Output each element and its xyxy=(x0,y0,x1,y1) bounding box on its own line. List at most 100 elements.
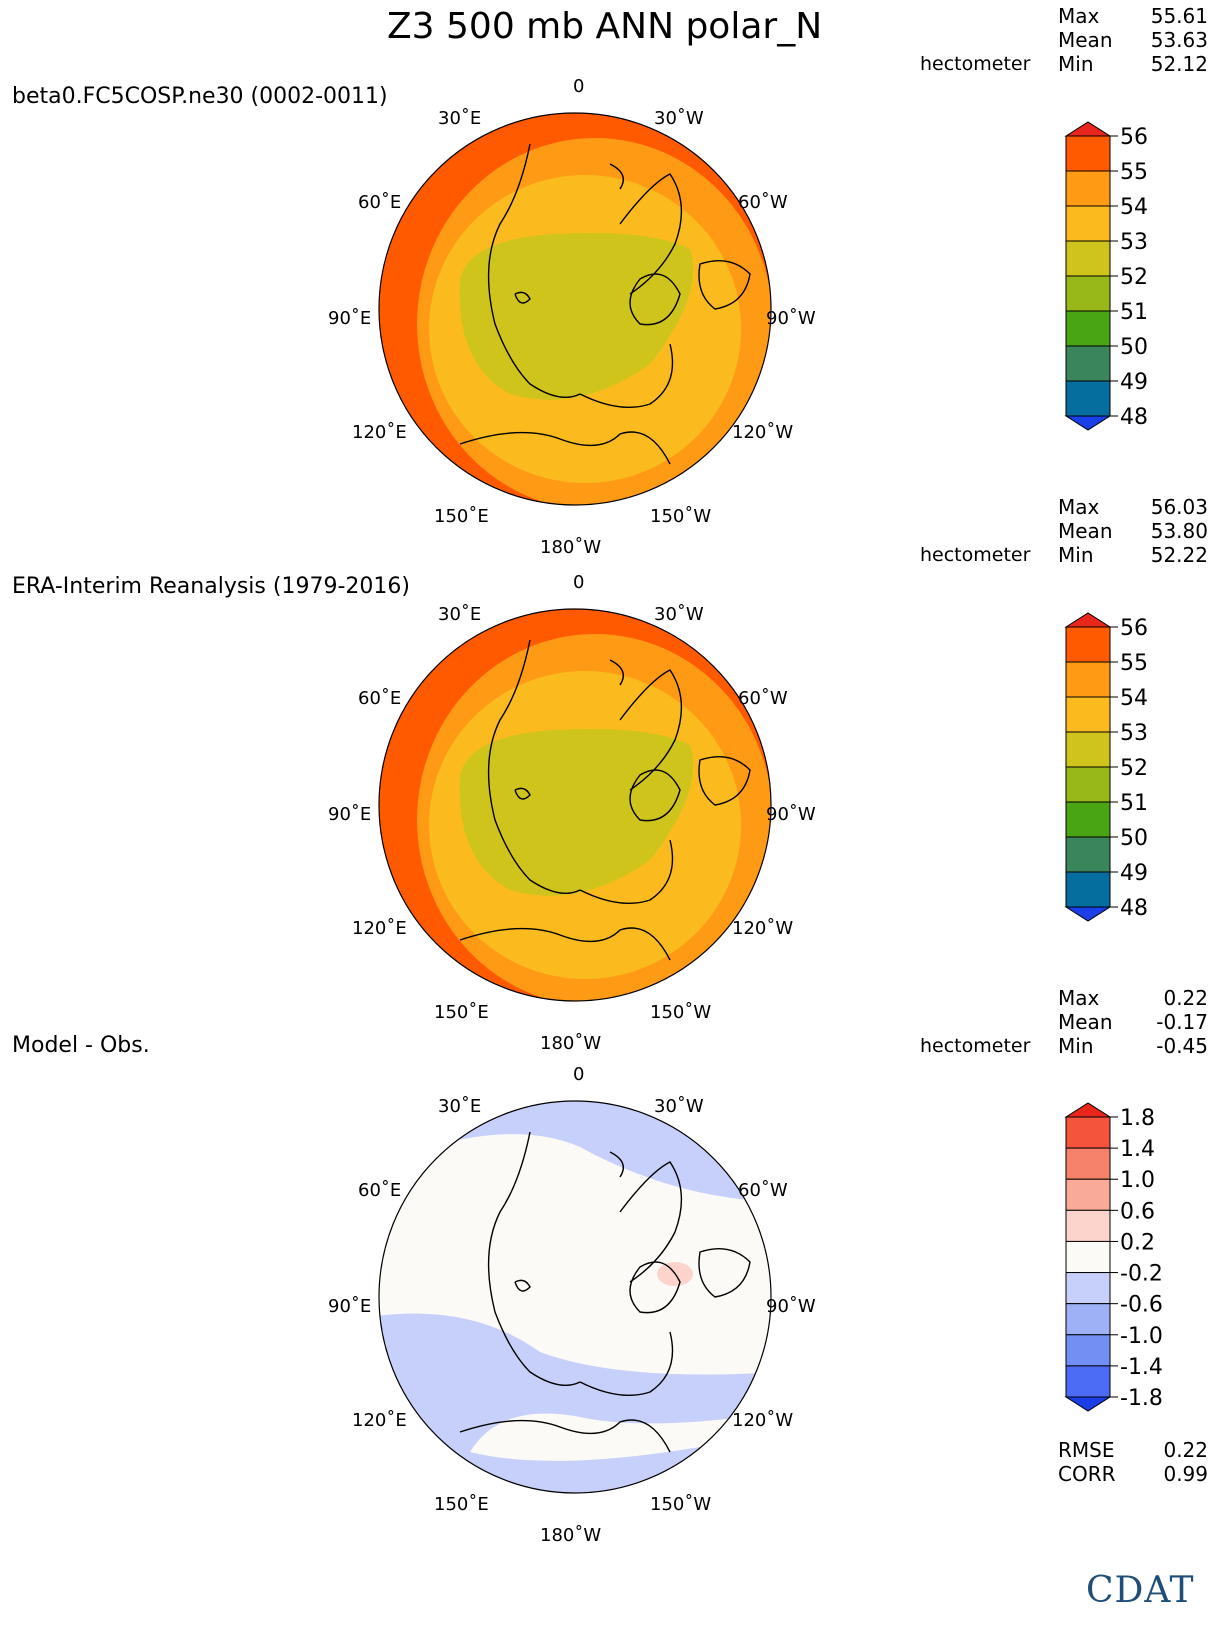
coastline xyxy=(619,669,683,791)
lon-label-l: 90˚E xyxy=(328,308,371,329)
stat-mean-diff: -0.17 xyxy=(1156,1010,1208,1034)
colorbar-level-label: 48 xyxy=(1120,405,1148,430)
colorbar-level-label: -1.8 xyxy=(1120,1386,1163,1411)
coastline xyxy=(514,1279,531,1292)
colorbar-segment xyxy=(1065,1147,1111,1180)
lon-label-bl: 150˚E xyxy=(434,506,489,527)
colorbar-test: 56 55 54 53 52 51 50 49 48 xyxy=(1060,118,1200,458)
lon-label-top_right: 30˚W xyxy=(654,108,704,129)
coastline xyxy=(609,659,624,686)
lon-label-ul: 60˚E xyxy=(358,192,401,213)
stat-max-key: Max xyxy=(1058,4,1100,28)
colorbar-segment xyxy=(1065,696,1111,733)
coastline xyxy=(609,1151,624,1178)
colorbar-segment xyxy=(1065,205,1111,242)
colorbar-segment xyxy=(1065,310,1111,347)
colorbar-level-label: 56 xyxy=(1120,125,1148,150)
colorbar-level-label: 52 xyxy=(1120,756,1148,781)
colorbar-level-label: 54 xyxy=(1120,686,1148,711)
stat-max-ref: 56.03 xyxy=(1150,495,1208,519)
lon-label-top_right: 30˚W xyxy=(654,604,704,625)
coastline xyxy=(698,756,751,806)
lon-label-bottom: 180˚W xyxy=(540,537,601,558)
colorbar-level-label: 53 xyxy=(1120,721,1148,746)
lon-label-r: 90˚W xyxy=(766,1296,816,1317)
colorbar-level-label: -1.0 xyxy=(1120,1324,1163,1349)
coastline xyxy=(629,273,681,326)
coastline xyxy=(579,343,674,409)
lon-label-ll: 120˚E xyxy=(352,918,407,939)
stat-mean-key: Mean xyxy=(1058,1010,1113,1034)
colorbar-arrow-top xyxy=(1064,612,1112,628)
coastline xyxy=(487,639,581,894)
colorbar-segment xyxy=(1065,1178,1111,1211)
colorbar-segment xyxy=(1065,1240,1111,1274)
colorbar-level-label: 1.8 xyxy=(1120,1106,1155,1131)
colorbar-segment xyxy=(1065,766,1111,803)
coastline xyxy=(629,769,681,822)
lon-label-top_right: 30˚W xyxy=(654,1096,704,1117)
colorbar-segment xyxy=(1065,1303,1111,1336)
colorbar-segment xyxy=(1065,1209,1111,1242)
lon-label-lr: 120˚W xyxy=(732,1410,793,1431)
colorbar-level-label: 50 xyxy=(1120,335,1148,360)
stat-max-key: Max xyxy=(1058,986,1100,1010)
unit-label-diff: hectometer xyxy=(920,1035,1031,1057)
colorbar-diff: 1.8 1.4 1.0 0.6 0.2 -0.2 -0.6 -1.0 -1.4 -1.8 xyxy=(1060,1099,1200,1439)
negative-anomaly-region xyxy=(379,1313,771,1493)
colorbar-level-label: -1.4 xyxy=(1120,1355,1163,1380)
figure-title: Z3 500 mb ANN polar_N xyxy=(387,6,823,47)
colorbar-segment xyxy=(1065,240,1111,277)
coastline xyxy=(459,431,671,465)
lon-label-l: 90˚E xyxy=(328,804,371,825)
lon-label-ur: 60˚W xyxy=(738,688,788,709)
coastline xyxy=(459,927,671,961)
colorbar-segment xyxy=(1065,731,1111,768)
lon-label-ll: 120˚E xyxy=(352,422,407,443)
corr-key: CORR xyxy=(1058,1462,1116,1486)
stat-min-ref: 52.22 xyxy=(1150,543,1208,567)
coastline xyxy=(487,1131,581,1386)
colorbar-arrow-bottom xyxy=(1064,906,1112,922)
colorbar-level-label: 0.6 xyxy=(1120,1199,1155,1224)
coastline xyxy=(698,1248,751,1298)
stat-min-key: Min xyxy=(1058,52,1094,76)
colorbar-segment xyxy=(1065,661,1111,698)
lon-label-br: 150˚W xyxy=(650,1494,711,1515)
colorbar-ref: 56 55 54 53 52 51 50 49 48 xyxy=(1060,609,1200,949)
lon-label-lr: 120˚W xyxy=(732,422,793,443)
lon-label-ur: 60˚W xyxy=(738,1180,788,1201)
coastline xyxy=(514,787,531,800)
coastline xyxy=(487,143,581,398)
colorbar-level-label: -0.2 xyxy=(1120,1262,1163,1287)
stat-max-test: 55.61 xyxy=(1150,4,1208,28)
lon-label-bottom: 180˚W xyxy=(540,1033,601,1054)
colorbar-segment xyxy=(1065,871,1111,908)
colorbar-segment xyxy=(1065,801,1111,838)
lon-label-ur: 60˚W xyxy=(738,192,788,213)
panel-title-ref: ERA-Interim Reanalysis (1979-2016) xyxy=(12,574,410,599)
lon-label-top_left: 30˚E xyxy=(438,604,481,625)
colorbar-arrow-top xyxy=(1064,121,1112,137)
coastline xyxy=(629,1261,681,1314)
colorbar-level-label: 52 xyxy=(1120,265,1148,290)
lon-label-top_left: 30˚E xyxy=(438,1096,481,1117)
lon-label-bottom: 180˚W xyxy=(540,1525,601,1546)
colorbar-segment xyxy=(1065,836,1111,873)
stat-max-diff: 0.22 xyxy=(1163,986,1208,1010)
colorbar-arrow-bottom xyxy=(1064,415,1112,431)
colorbar-level-label: 1.4 xyxy=(1120,1137,1155,1162)
colorbar-level-label: 50 xyxy=(1120,826,1148,851)
lon-label-ll: 120˚E xyxy=(352,1410,407,1431)
lon-label-r: 90˚W xyxy=(766,804,816,825)
cdat-logo: CDAT xyxy=(1086,1570,1195,1611)
panel-title-diff: Model - Obs. xyxy=(12,1033,150,1058)
coastline xyxy=(619,1161,683,1283)
colorbar-segment xyxy=(1065,1272,1111,1305)
lon-label-top_left: 30˚E xyxy=(438,108,481,129)
lon-label-bl: 150˚E xyxy=(434,1494,489,1515)
coastline xyxy=(619,173,683,295)
stat-min-diff: -0.45 xyxy=(1156,1034,1208,1058)
colorbar-segment xyxy=(1065,135,1111,172)
colorbar-level-label: 51 xyxy=(1120,300,1148,325)
